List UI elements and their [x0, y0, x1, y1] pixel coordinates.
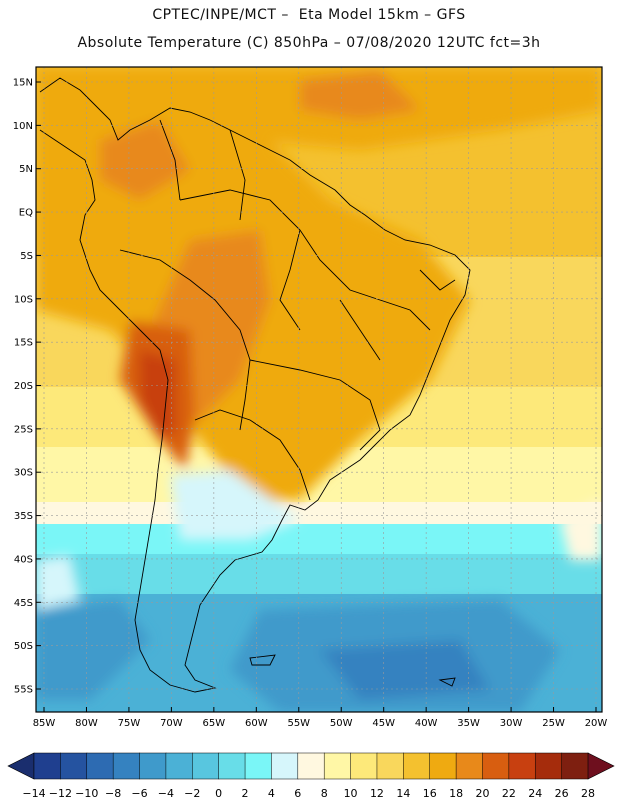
lon-label: 40W: [415, 718, 438, 729]
lon-label: 75W: [118, 718, 141, 729]
colorbar-swatch: [297, 752, 325, 780]
colorbar-swatch: [60, 752, 88, 780]
temperature-field: [36, 67, 602, 712]
colorbar-swatch: [139, 752, 167, 780]
lon-label: 70W: [160, 718, 183, 729]
coastlines: [39, 77, 471, 693]
colorbar-swatch: [508, 752, 536, 780]
lon-label: 65W: [203, 718, 226, 729]
colorbar-label: 18: [449, 787, 463, 800]
colorbar-label: −8: [105, 787, 121, 800]
lat-lon-grid: [36, 67, 602, 712]
map-frame: [35, 66, 603, 713]
colorbar-swatch: [534, 752, 563, 780]
colorbar-label: 2: [242, 787, 249, 800]
colorbar-label: −10: [75, 787, 98, 800]
colorbar-label: 16: [423, 787, 437, 800]
colorbar-label: −4: [158, 787, 174, 800]
lat-label: 10N: [13, 121, 33, 132]
colorbar-swatch: [323, 752, 352, 780]
colorbar-label: 26: [555, 787, 569, 800]
colorbar-swatch: [482, 752, 510, 780]
colorbar-swatch: [218, 752, 246, 780]
colorbar-label: 24: [528, 787, 542, 800]
lon-label: 35W: [457, 718, 480, 729]
colorbar-label: 4: [268, 787, 275, 800]
lat-label: 35S: [14, 511, 33, 522]
lat-label: 30S: [14, 468, 33, 479]
colorbar-swatch: [403, 752, 431, 780]
colorbar-right-arrow: [587, 752, 615, 780]
colorbar-label: 28: [581, 787, 595, 800]
colorbar-left-arrow: [7, 752, 35, 780]
lat-label: 40S: [14, 554, 33, 565]
colorbar-swatch: [112, 752, 141, 780]
lon-label: 55W: [287, 718, 310, 729]
longitude-axis: 85W 80W 75W 70W 65W 60W 55W 50W 45W 40W 35W 30W 25W 2…: [33, 707, 608, 729]
colorbar-swatch: [244, 752, 272, 780]
colorbar: −14 −12 −10 −8 −6 −4 −2 0 2 4 6 8 10 12 14 16 18 20 22 24 26…: [7, 752, 615, 800]
colorbar-label: 10: [344, 787, 358, 800]
colorbar-swatch: [561, 752, 589, 780]
colorbar-swatch: [192, 752, 220, 780]
colorbar-label: 14: [396, 787, 410, 800]
latitude-axis: 15N 10N 5N EQ 5S 10S 15S 20S 25S 30S 35S 40S 45S 50S 5…: [13, 78, 41, 696]
lat-label: 25S: [14, 424, 33, 435]
lat-label: 45S: [14, 598, 33, 609]
colorbar-label: −2: [184, 787, 200, 800]
colorbar-label: 6: [294, 787, 301, 800]
lat-label: 50S: [14, 641, 33, 652]
lat-label: EQ: [19, 208, 33, 219]
colorbar-swatch: [271, 752, 299, 780]
colorbar-swatch: [165, 752, 193, 780]
lon-label: 85W: [33, 718, 56, 729]
colorbar-label: −6: [131, 787, 147, 800]
colorbar-label: 8: [321, 787, 328, 800]
lat-label: 20S: [14, 381, 33, 392]
colorbar-label: 20: [475, 787, 489, 800]
colorbar-swatch: [350, 752, 378, 780]
lon-label: 60W: [245, 718, 268, 729]
colorbar-swatch: [429, 752, 457, 780]
lon-label: 20W: [585, 718, 608, 729]
lon-label: 50W: [330, 718, 353, 729]
colorbar-swatch: [86, 752, 114, 780]
colorbar-label: 12: [370, 787, 384, 800]
lon-label: 80W: [75, 718, 98, 729]
lon-label: 45W: [372, 718, 395, 729]
lat-label: 55S: [14, 685, 33, 696]
lat-label: 5S: [20, 251, 33, 262]
lat-label: 15N: [13, 78, 33, 89]
colorbar-label: 22: [502, 787, 516, 800]
map-subtitle: Absolute Temperature (C) 850hPa – 07/08/…: [77, 35, 541, 51]
colorbar-label: −12: [49, 787, 72, 800]
map-title: CPTEC/INPE/MCT – Eta Model 15km – GFS: [152, 7, 466, 23]
colorbar-swatch: [376, 752, 404, 780]
colorbar-label: 0: [215, 787, 222, 800]
lon-label: 25W: [542, 718, 565, 729]
lat-label: 5N: [19, 164, 33, 175]
colorbar-label: −14: [22, 787, 45, 800]
lon-label: 30W: [500, 718, 523, 729]
lat-label: 15S: [14, 338, 33, 349]
colorbar-swatch: [455, 752, 484, 780]
lat-label: 10S: [14, 294, 33, 305]
colorbar-swatch: [33, 752, 61, 780]
